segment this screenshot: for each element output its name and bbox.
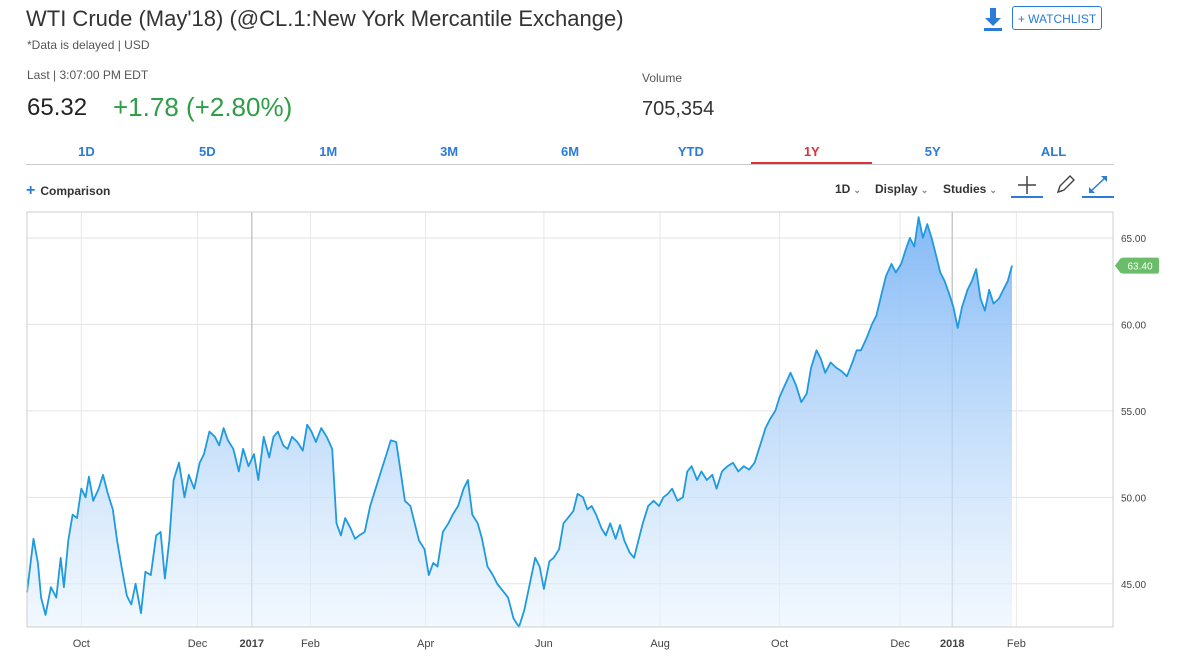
- chevron-down-icon: ⌄: [853, 185, 861, 195]
- x-tick-label: Aug: [650, 638, 670, 650]
- comparison-button[interactable]: + Comparison: [26, 182, 110, 200]
- tab-1d[interactable]: 1D: [78, 144, 95, 159]
- tab-1m[interactable]: 1M: [319, 144, 338, 159]
- watchlist-button[interactable]: + WATCHLIST: [1012, 6, 1102, 30]
- tab-6m[interactable]: 6M: [560, 144, 580, 159]
- interval-label: 1D: [835, 182, 851, 196]
- y-tick-label: 65.00: [1121, 234, 1146, 245]
- crosshair-icon[interactable]: [1011, 174, 1043, 198]
- last-value-badge: [1121, 257, 1159, 274]
- plot-frame: [26, 211, 1114, 628]
- x-tick-label: Dec: [890, 638, 910, 650]
- range-tabs: 1D 5D 1M 3M 6M YTD 1Y 5Y ALL: [26, 140, 1114, 165]
- x-tick-label: Oct: [73, 638, 90, 650]
- data-delay-note: *Data is delayed | USD: [27, 38, 150, 52]
- last-trade-label: Last | 3:07:00 PM EDT: [27, 68, 149, 82]
- tab-ytd[interactable]: YTD: [677, 144, 704, 159]
- x-tick-label: Feb: [301, 638, 320, 650]
- last-price: 65.32: [27, 94, 88, 121]
- studies-label: Studies: [943, 182, 987, 196]
- x-tick-label: Oct: [771, 638, 788, 650]
- tab-5d[interactable]: 5D: [199, 144, 216, 159]
- download-icon[interactable]: [982, 6, 1004, 32]
- price-change: +1.78 (+2.80%): [113, 92, 293, 122]
- x-tick-label: 2017: [240, 638, 264, 650]
- display-dropdown[interactable]: Display ⌄: [875, 182, 928, 196]
- tab-1y[interactable]: 1Y: [751, 140, 873, 164]
- tab-5y[interactable]: 5Y: [924, 144, 941, 159]
- y-tick-label: 55.00: [1121, 407, 1146, 418]
- comparison-label: Comparison: [40, 184, 111, 198]
- volume-label: Volume: [642, 71, 683, 85]
- interval-dropdown[interactable]: 1D ⌄: [835, 182, 861, 196]
- chevron-down-icon: ⌄: [920, 185, 929, 195]
- display-label: Display: [875, 182, 918, 196]
- studies-dropdown[interactable]: Studies ⌄: [943, 182, 997, 196]
- x-tick-label: 2018: [940, 638, 964, 650]
- y-tick-label: 50.00: [1121, 493, 1146, 504]
- page-title: WTI Crude (May'18) (@CL.1:New York Merca…: [26, 6, 624, 31]
- price-area: [27, 217, 1012, 627]
- x-tick-label: Feb: [1007, 638, 1026, 650]
- expand-icon[interactable]: [1082, 174, 1114, 198]
- price-chart[interactable]: 45.00 50.00 55.00 60.00 65.00 Oct Dec 2017 Feb Ap…: [0, 200, 1200, 670]
- last-value-label: 63.40: [1127, 262, 1152, 273]
- y-tick-label: 45.00: [1121, 580, 1146, 591]
- tab-all[interactable]: ALL: [1040, 144, 1067, 159]
- x-tick-label: Jun: [535, 638, 553, 650]
- pencil-icon[interactable]: [1050, 174, 1078, 196]
- volume-value: 705,354: [642, 98, 715, 120]
- chevron-down-icon: ⌄: [989, 185, 997, 195]
- tab-3m[interactable]: 3M: [440, 144, 459, 159]
- y-tick-label: 60.00: [1121, 320, 1146, 331]
- x-tick-label: Apr: [417, 638, 434, 650]
- x-tick-label: Dec: [188, 638, 208, 650]
- plus-icon: +: [26, 182, 36, 199]
- last-value-badge-arrow: [1115, 257, 1121, 274]
